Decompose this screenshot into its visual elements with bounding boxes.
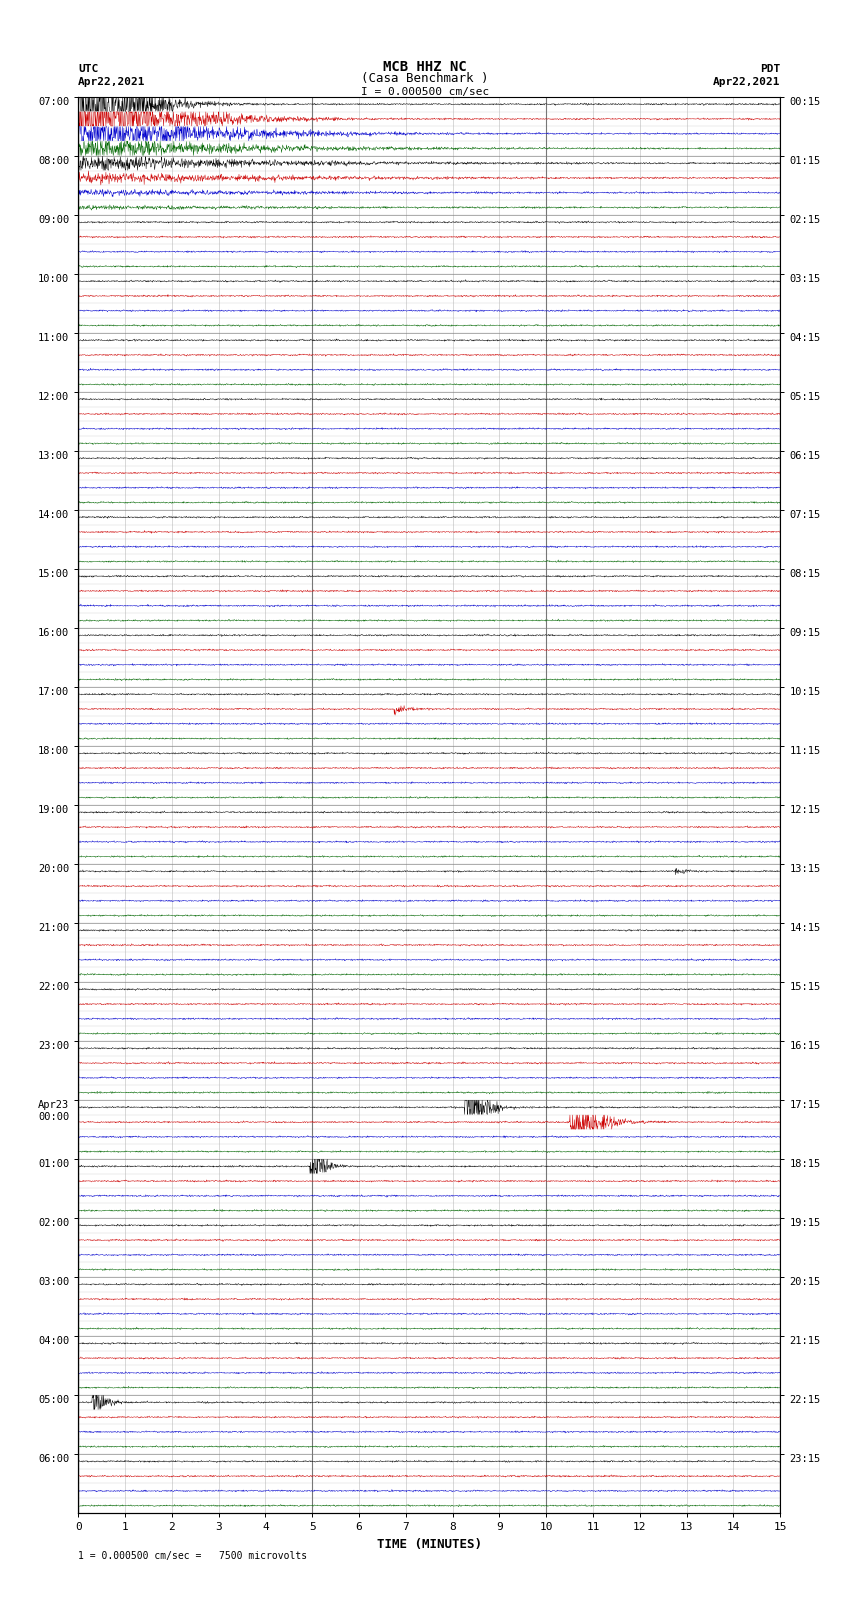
Text: Apr22,2021: Apr22,2021 [78, 77, 145, 87]
Text: UTC: UTC [78, 65, 99, 74]
Text: MCB HHZ NC: MCB HHZ NC [383, 60, 467, 74]
Text: (Casa Benchmark ): (Casa Benchmark ) [361, 73, 489, 85]
X-axis label: TIME (MINUTES): TIME (MINUTES) [377, 1537, 482, 1550]
Text: PDT: PDT [760, 65, 780, 74]
Text: I = 0.000500 cm/sec: I = 0.000500 cm/sec [361, 87, 489, 97]
Text: 1 = 0.000500 cm/sec =   7500 microvolts: 1 = 0.000500 cm/sec = 7500 microvolts [78, 1552, 308, 1561]
Text: Apr22,2021: Apr22,2021 [713, 77, 780, 87]
